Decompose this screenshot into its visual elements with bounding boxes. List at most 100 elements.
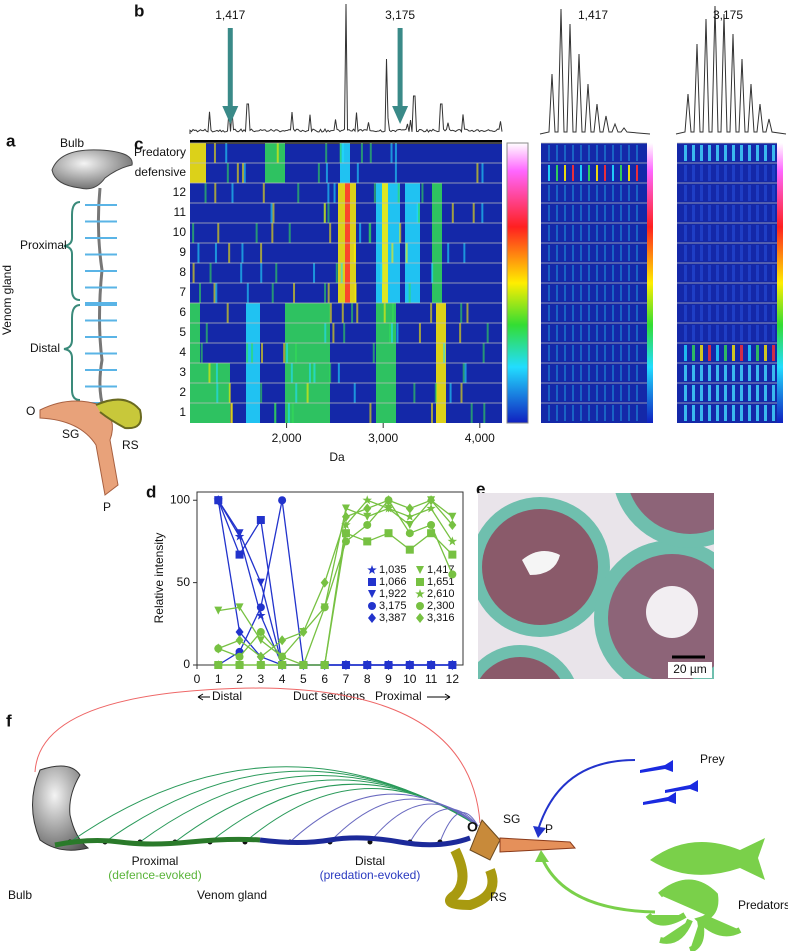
panel-label: c: [134, 134, 143, 153]
heatmap-streak: [472, 203, 475, 223]
zoom-streak: [732, 145, 735, 161]
marker: [427, 495, 436, 506]
heatmap-streak: [243, 163, 246, 183]
heatmap-streak: [373, 183, 376, 203]
zoom-streak: [772, 165, 775, 181]
zoom-streak: [580, 265, 582, 281]
heatmap-band: [285, 343, 330, 363]
zoom-streak: [604, 365, 606, 381]
zoom-streak: [596, 245, 598, 261]
marker: [363, 537, 372, 546]
zoom-streak: [724, 225, 727, 241]
panel-label: e: [476, 479, 485, 498]
zoom-streak: [612, 305, 614, 321]
heatmap-streak: [313, 263, 316, 283]
zoom-streak: [636, 385, 638, 401]
legend-label: 1,922: [379, 588, 407, 600]
zoom-streak: [604, 345, 606, 361]
heatmap-streak: [463, 243, 466, 263]
heatmap-streak: [313, 363, 316, 383]
x-tick-label: 3,000: [368, 431, 398, 445]
zoom-streak: [580, 385, 582, 401]
zoom-streak: [740, 305, 743, 321]
marker: [299, 627, 308, 638]
zoom-streak: [596, 265, 598, 281]
color-bar: [777, 143, 783, 423]
zoom-streak: [772, 185, 775, 201]
heatmap-band: [190, 343, 200, 363]
zoom-streak: [604, 205, 606, 221]
zoom-streak: [620, 165, 622, 181]
heatmap-band: [345, 203, 350, 223]
heatmap-streak: [397, 183, 400, 203]
heatmap-streak: [317, 163, 320, 183]
heatmap-streak: [209, 263, 212, 283]
zoom-streak: [732, 225, 735, 241]
zoom-streak: [692, 345, 695, 361]
zoom-streak: [556, 365, 558, 381]
row-label: 3: [179, 365, 186, 379]
heatmap-streak: [333, 183, 336, 203]
marker: [416, 578, 424, 586]
heatmap-streak: [260, 383, 263, 403]
zoom-streak: [700, 345, 703, 361]
zoom-streak: [708, 145, 711, 161]
zoom-streak: [580, 205, 582, 221]
legend-label: 1,066: [379, 576, 407, 588]
zoom-streak: [764, 405, 767, 421]
marker: [368, 613, 376, 623]
x-tick-label: 6: [321, 672, 328, 686]
marker: [448, 550, 457, 559]
peak-arrow-head: [222, 106, 239, 124]
heatmap-streak: [208, 363, 211, 383]
zoom-streak: [580, 285, 582, 301]
zoom-streak: [684, 365, 687, 381]
zoom-streak: [764, 305, 767, 321]
marker: [256, 651, 265, 662]
zoom-streak: [564, 145, 566, 161]
zoom-streak: [556, 285, 558, 301]
heatmap-streak: [470, 403, 473, 423]
zoom-streak: [700, 205, 703, 221]
marker: [427, 660, 436, 670]
zoom-streak: [772, 305, 775, 321]
heatmap-band: [432, 243, 442, 263]
x-tick-label: 4: [279, 672, 286, 686]
marker: [341, 537, 350, 546]
color-bar: [647, 143, 653, 423]
marker: [448, 660, 457, 670]
zoom-streak: [716, 245, 719, 261]
zoom-streak: [564, 385, 566, 401]
heatmap-streak: [228, 383, 231, 403]
zoom-streak: [604, 385, 606, 401]
zoom-streak: [756, 185, 759, 201]
label: Proximal: [20, 238, 67, 252]
zoom-streak: [588, 165, 590, 181]
brace: [63, 304, 81, 401]
row-label: 9: [179, 245, 186, 259]
zoom-streak: [556, 185, 558, 201]
zoom-streak: [556, 305, 558, 321]
heatmap-streak: [228, 243, 231, 263]
marker: [234, 660, 245, 670]
heatmap-streak: [246, 343, 249, 363]
zoom-streak: [564, 185, 566, 201]
zoom-streak: [684, 205, 687, 221]
zoom-streak: [628, 185, 630, 201]
heatmap-streak: [390, 143, 393, 163]
heatmap-streak: [416, 203, 419, 223]
zoom-streak: [708, 245, 711, 261]
zoom-streak: [548, 285, 550, 301]
x-tick-label: 7: [343, 672, 350, 686]
heatmap-streak: [271, 283, 274, 303]
heatmap-streak: [413, 383, 416, 403]
zoom-streak: [764, 285, 767, 301]
arc: [209, 783, 479, 843]
zoom-streak: [612, 285, 614, 301]
zoom-streak: [764, 205, 767, 221]
zoom-streak: [716, 225, 719, 241]
zoom-streak: [572, 165, 574, 181]
marker: [235, 550, 244, 559]
marker: [363, 660, 372, 670]
